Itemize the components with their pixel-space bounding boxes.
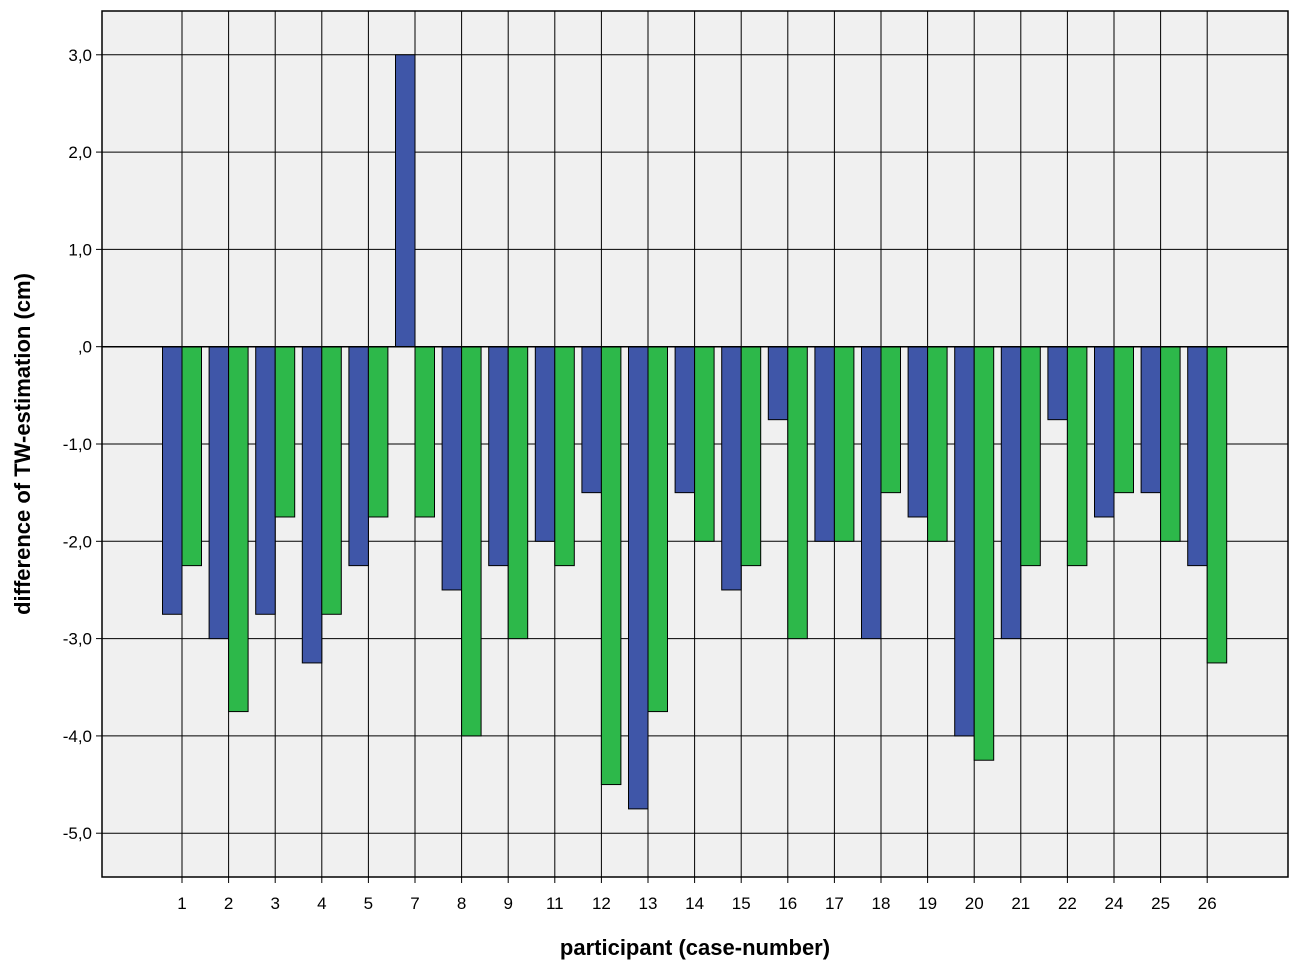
- bar-series-1-2: [208, 346, 230, 640]
- x-tick-label: 9: [503, 894, 512, 913]
- bar-series-1-24: [1094, 346, 1115, 518]
- x-tick-label: 4: [317, 894, 326, 913]
- bar-series-1-3: [255, 346, 276, 615]
- bar-series-1-19: [907, 346, 929, 518]
- bar-series-2-21: [1020, 346, 1041, 567]
- bar-series-2-19: [927, 346, 948, 542]
- bar-series-2-15: [740, 346, 762, 567]
- y-tick-label: -3,0: [63, 630, 92, 649]
- y-tick-label: -5,0: [63, 824, 92, 843]
- bar-series-2-14: [694, 346, 715, 542]
- bar-series-1-20: [954, 346, 975, 737]
- x-tick-label: 22: [1058, 894, 1077, 913]
- bar-series-1-25: [1140, 346, 1162, 494]
- x-tick-label: 12: [592, 894, 611, 913]
- x-tick-label: 3: [270, 894, 279, 913]
- x-tick-label: 21: [1011, 894, 1030, 913]
- x-tick-label: 1: [177, 894, 186, 913]
- bar-series-2-12: [600, 346, 622, 786]
- bar-series-1-1: [162, 346, 183, 615]
- bar-series-1-15: [721, 346, 742, 591]
- x-tick-label: 2: [224, 894, 233, 913]
- x-tick-label: 24: [1105, 894, 1124, 913]
- y-tick-label: -1,0: [63, 435, 92, 454]
- bar-series-2-18: [880, 346, 901, 494]
- bar-series-1-11: [534, 346, 556, 542]
- x-tick-label: 11: [546, 894, 564, 913]
- y-tick-label: ,0: [78, 338, 92, 357]
- bar-series-1-4: [301, 346, 323, 664]
- bar-series-2-16: [787, 346, 808, 640]
- bar-series-1-14: [674, 346, 696, 494]
- bar-series-2-17: [833, 346, 855, 542]
- x-tick-label: 15: [732, 894, 751, 913]
- y-tick-label: 1,0: [68, 240, 92, 259]
- bar-series-1-7: [395, 54, 416, 348]
- bar-series-2-7: [414, 346, 435, 518]
- y-axis-title: difference of TW-estimation (cm): [10, 273, 35, 615]
- y-tick-label: 3,0: [68, 46, 92, 65]
- x-tick-label: 16: [778, 894, 797, 913]
- y-tick-label: 2,0: [68, 143, 92, 162]
- bar-series-1-13: [628, 346, 649, 810]
- x-tick-label: 5: [364, 894, 373, 913]
- bar-series-2-22: [1066, 346, 1088, 567]
- bar-series-1-17: [814, 346, 835, 542]
- bar-series-1-21: [1000, 346, 1022, 640]
- x-axis-title: participant (case-number): [560, 935, 830, 960]
- bar-series-1-8: [441, 346, 463, 591]
- x-tick-label: 25: [1151, 894, 1170, 913]
- bar-series-1-5: [348, 346, 369, 567]
- bar-series-2-3: [274, 346, 296, 518]
- bar-series-2-9: [507, 346, 529, 640]
- x-tick-label: 26: [1198, 894, 1217, 913]
- bar-series-1-18: [861, 346, 882, 640]
- x-tick-label: 20: [965, 894, 984, 913]
- bar-series-2-24: [1113, 346, 1134, 494]
- bar-series-2-8: [461, 346, 482, 737]
- y-tick-label: -4,0: [63, 727, 92, 746]
- x-tick-label: 18: [872, 894, 891, 913]
- bar-series-2-26: [1206, 346, 1228, 664]
- bar-series-2-1: [181, 346, 202, 567]
- x-tick-label: 17: [825, 894, 844, 913]
- x-tick-label: 7: [410, 894, 419, 913]
- x-tick-label: 8: [457, 894, 466, 913]
- bar-series-1-22: [1047, 346, 1068, 421]
- y-axis-ticks: 3,0 2,0 1,0 ,0 -1,0 -2,0 -3,0 -4,0 -5,0: [63, 46, 102, 843]
- x-tick-label: 14: [685, 894, 704, 913]
- bar-series-1-16: [767, 346, 789, 421]
- bar-series-2-2: [228, 346, 249, 713]
- bar-series-1-12: [581, 346, 602, 494]
- bar-series-2-5: [367, 346, 389, 518]
- bar-series-2-25: [1160, 346, 1181, 542]
- bar-series-2-20: [973, 346, 995, 761]
- bar-series-2-4: [321, 346, 342, 615]
- x-tick-label: 19: [918, 894, 937, 913]
- y-tick-label: -2,0: [63, 532, 92, 551]
- bar-series-1-26: [1187, 346, 1208, 567]
- x-axis-ticks: 1 2 3 4 5 7 8 9 11 12 13 14 15 16 17 18 19 20 21 22 24 25 26: [177, 877, 1217, 913]
- bar-series-2-11: [554, 346, 575, 567]
- bar-series-1-9: [488, 346, 509, 567]
- x-tick-label: 13: [639, 894, 658, 913]
- bar-series-2-13: [647, 346, 668, 713]
